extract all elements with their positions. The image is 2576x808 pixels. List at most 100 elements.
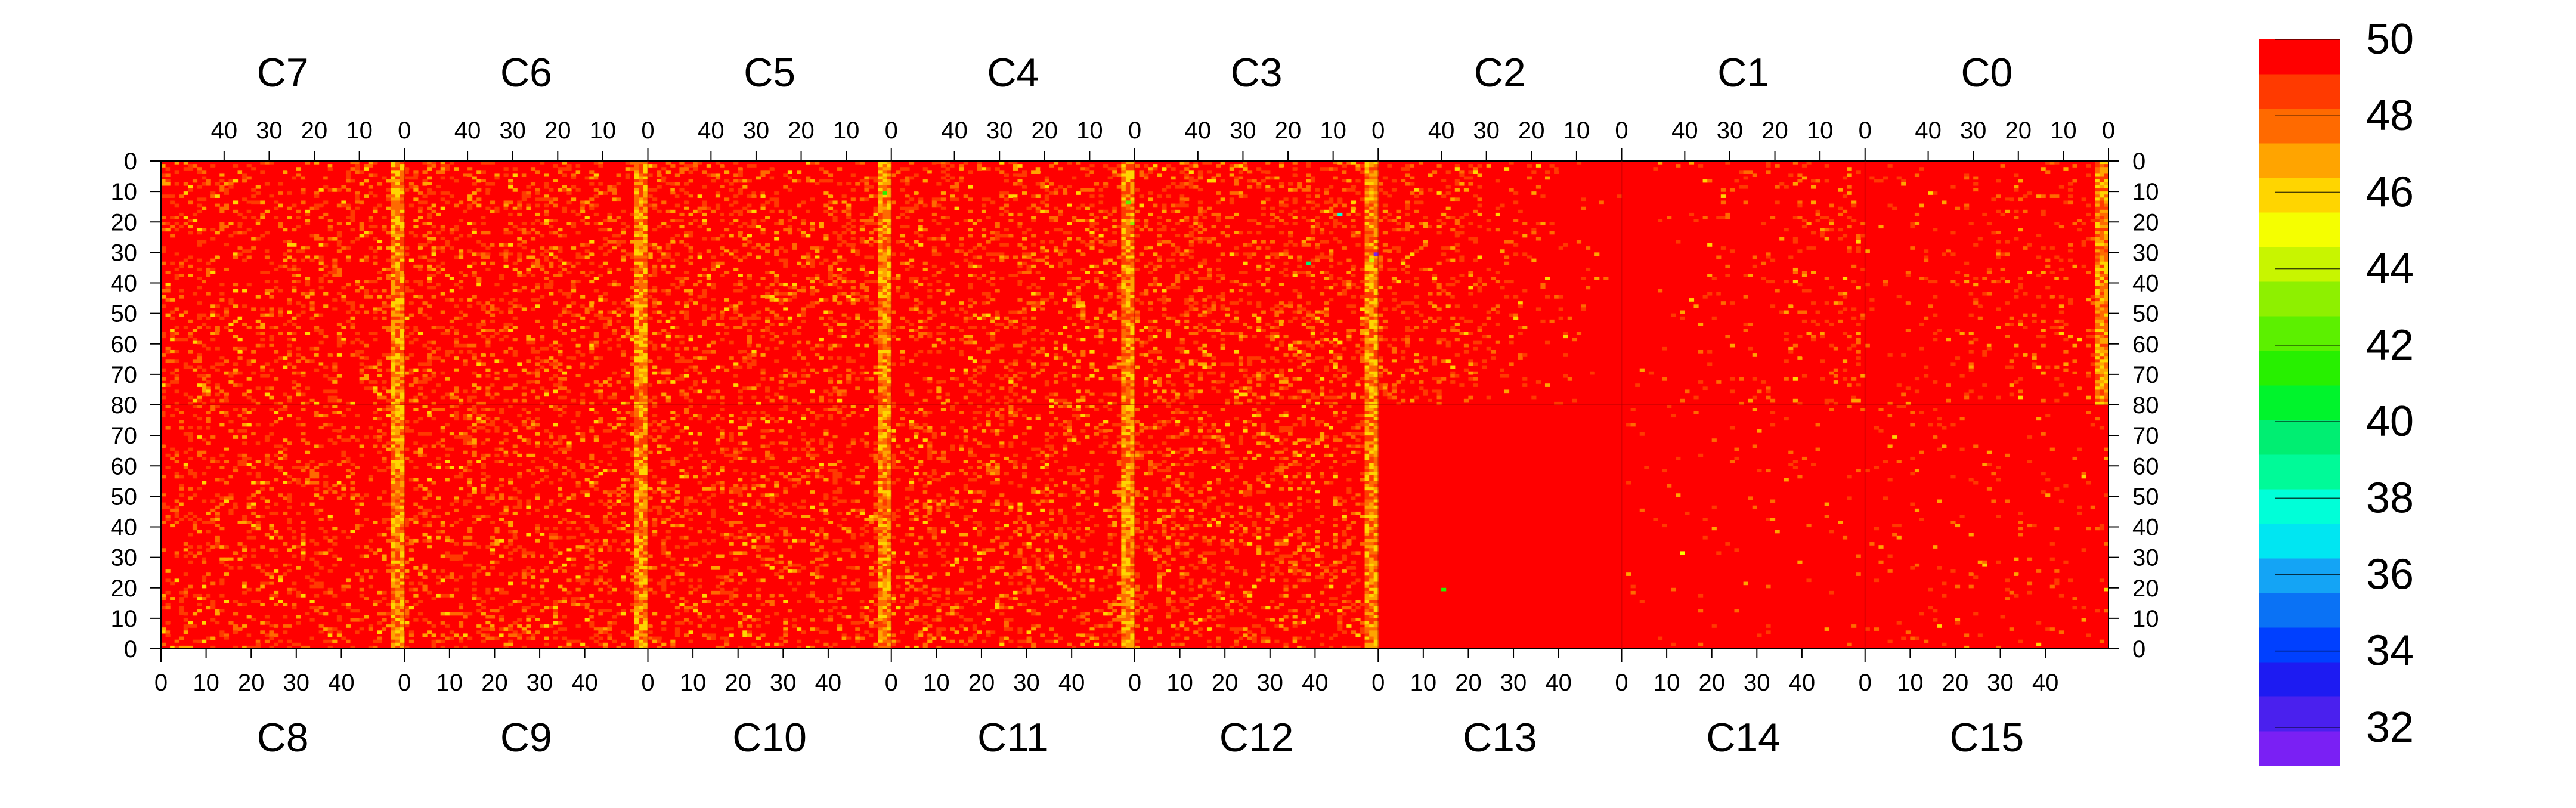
- heatmap-cell: [408, 548, 414, 552]
- heatmap-cell: [174, 216, 179, 219]
- heatmap-cell: [179, 463, 184, 466]
- heatmap-cell: [521, 575, 527, 580]
- heatmap-cell: [494, 346, 500, 351]
- heatmap-cell: [350, 377, 355, 381]
- heatmap-cell: [355, 203, 360, 208]
- heatmap-cell: [400, 316, 405, 320]
- heatmap-cell: [422, 209, 428, 213]
- heatmap-cell: [183, 542, 188, 546]
- heatmap-cell: [413, 225, 419, 229]
- heatmap-cell: [165, 466, 171, 469]
- heatmap-cell: [255, 490, 261, 494]
- heatmap-cell: [449, 593, 455, 598]
- heatmap-cell: [467, 209, 473, 213]
- heatmap-cell: [391, 228, 396, 232]
- heatmap-cell: [499, 493, 504, 497]
- heatmap-cell: [364, 386, 369, 391]
- heatmap-cell: [643, 374, 649, 378]
- heatmap-cell: [593, 249, 599, 253]
- heatmap-cell: [264, 563, 270, 567]
- heatmap-cell: [445, 560, 450, 564]
- heatmap-cell: [562, 173, 568, 177]
- heatmap-cell: [454, 332, 459, 336]
- heatmap-cell: [431, 411, 436, 414]
- heatmap-cell: [553, 362, 558, 366]
- heatmap-cell: [391, 411, 396, 414]
- heatmap-cell: [490, 319, 496, 323]
- heatmap-cell: [197, 453, 202, 457]
- heatmap-cell: [558, 203, 563, 208]
- heatmap-cell: [481, 249, 486, 253]
- heatmap-cell: [625, 371, 630, 375]
- heatmap-cell: [165, 578, 171, 583]
- heatmap-cell: [377, 362, 383, 366]
- heatmap-cell: [422, 566, 428, 570]
- heatmap-cell: [345, 188, 351, 192]
- heatmap-cell: [255, 563, 261, 567]
- heatmap-cell: [481, 237, 486, 241]
- heatmap-cell: [170, 234, 175, 238]
- heatmap-cell: [571, 295, 577, 299]
- heatmap-cell: [449, 194, 455, 198]
- heatmap-cell: [382, 343, 387, 348]
- heatmap-cell: [512, 212, 518, 216]
- heatmap-cell: [643, 359, 649, 363]
- heatmap-cell: [192, 554, 198, 558]
- heatmap-cell: [391, 255, 396, 259]
- heatmap-cell: [436, 463, 441, 466]
- heatmap-cell: [634, 234, 639, 238]
- heatmap-cell: [309, 472, 315, 476]
- heatmap-cell: [206, 530, 211, 534]
- heatmap-cell: [395, 593, 401, 598]
- heatmap-cell: [323, 310, 329, 314]
- heatmap-cell: [476, 518, 482, 521]
- heatmap-cell: [413, 524, 419, 528]
- heatmap-cell: [512, 289, 518, 293]
- heatmap-cell: [264, 533, 270, 537]
- heatmap-cell: [558, 161, 563, 165]
- heatmap-cell: [566, 389, 572, 394]
- heatmap-cell: [274, 511, 279, 515]
- heatmap-cell: [400, 593, 405, 598]
- heatmap-cell: [332, 542, 338, 546]
- heatmap-cell: [490, 560, 496, 564]
- heatmap-cell: [499, 496, 504, 500]
- heatmap-cell: [602, 182, 608, 186]
- heatmap-cell: [202, 456, 207, 460]
- heatmap-cell: [417, 432, 423, 436]
- heatmap-cell: [188, 645, 193, 649]
- heatmap-cell: [161, 304, 166, 308]
- heatmap-cell: [417, 255, 423, 259]
- heatmap-cell: [206, 417, 211, 421]
- heatmap-cell: [440, 584, 445, 589]
- heatmap-cell: [476, 374, 482, 378]
- heatmap-cell: [260, 581, 265, 586]
- heatmap-cell: [593, 335, 599, 339]
- heatmap-cell: [485, 515, 491, 518]
- heatmap-cell: [643, 313, 649, 317]
- heatmap-cell: [630, 231, 635, 235]
- heatmap-cell: [292, 642, 297, 646]
- heatmap-cell: [400, 444, 405, 448]
- heatmap-cell: [228, 298, 234, 302]
- heatmap-cell: [508, 450, 513, 454]
- heatmap-cell: [179, 609, 184, 613]
- heatmap-cell: [634, 319, 639, 323]
- heatmap-cell: [639, 225, 644, 229]
- heatmap-cell: [472, 271, 477, 274]
- heatmap-cell: [202, 176, 207, 180]
- heatmap-cell: [508, 423, 513, 427]
- heatmap-cell: [431, 584, 436, 589]
- heatmap-cell: [161, 414, 166, 418]
- heatmap-cell: [607, 271, 612, 274]
- heatmap-cell: [391, 234, 396, 238]
- heatmap-cell: [188, 639, 193, 643]
- heatmap-cell: [345, 374, 351, 378]
- heatmap-cell: [323, 274, 329, 277]
- heatmap-cell: [395, 222, 401, 225]
- heatmap-cell: [233, 371, 239, 375]
- heatmap-cell: [251, 408, 256, 411]
- heatmap-cell: [269, 584, 274, 589]
- heatmap-cell: [224, 359, 229, 363]
- heatmap-cell: [350, 340, 355, 345]
